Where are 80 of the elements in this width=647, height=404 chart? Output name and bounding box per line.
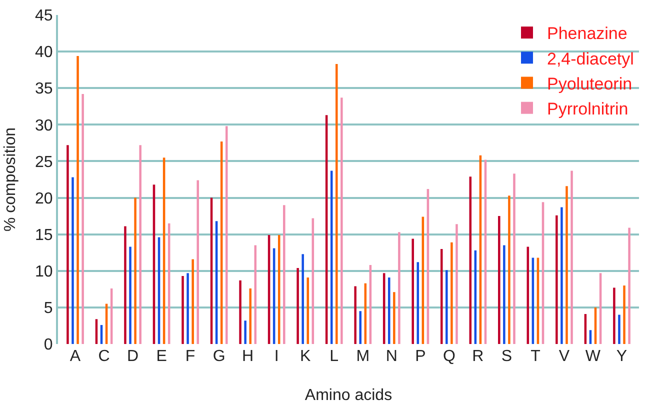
bar: [628, 228, 630, 344]
x-tick-label: K: [300, 348, 312, 365]
x-tick-label: R: [472, 348, 484, 365]
y-tick-label: 25: [35, 154, 53, 171]
bar: [192, 259, 194, 344]
x-tick-label: Y: [616, 348, 628, 365]
bar: [139, 145, 142, 344]
y-tick-label: 45: [35, 8, 53, 25]
y-tick-label: 10: [35, 263, 53, 280]
legend-label: Phenazine: [547, 24, 628, 44]
bar: [306, 277, 310, 344]
bar: [456, 224, 458, 344]
x-tick-label: T: [530, 348, 541, 365]
bar: [225, 126, 228, 344]
bar: [570, 170, 573, 344]
legend-label: Pyrrolnitrin: [547, 99, 628, 118]
x-axis-title: Amino acids: [304, 387, 392, 404]
bar: [296, 268, 299, 344]
x-tick-label: E: [156, 348, 167, 365]
bar: [556, 215, 558, 344]
bar: [66, 145, 69, 344]
bar: [513, 174, 516, 344]
bar: [618, 314, 620, 344]
bar: [124, 226, 126, 344]
x-tick-label: C: [98, 348, 110, 365]
y-axis-title: % composition: [2, 127, 19, 232]
bar: [503, 245, 506, 344]
x-tick-label: G: [212, 348, 226, 365]
legend-label: 2,4-diacetyl: [547, 49, 634, 68]
y-tick-label: 20: [35, 190, 53, 208]
bar: [398, 232, 400, 344]
bar: [196, 180, 199, 344]
bar: [244, 320, 246, 344]
y-tick-label: 40: [35, 44, 53, 62]
bar: [336, 64, 338, 344]
bar: [302, 254, 304, 344]
bar: [283, 205, 286, 344]
x-tick-label: S: [501, 348, 512, 365]
bar: [129, 246, 132, 344]
bar: [76, 56, 79, 344]
x-tick-label: F: [185, 348, 196, 365]
x-tick-label: A: [70, 348, 81, 365]
x-tick-label: Q: [442, 348, 456, 365]
bar: [566, 186, 568, 344]
bar: [388, 277, 390, 344]
x-tick-label: N: [386, 348, 398, 365]
x-tick-label: D: [127, 348, 139, 365]
bar: [440, 248, 443, 344]
bar: [354, 286, 356, 344]
y-tick-label: 15: [35, 226, 53, 244]
y-tick-label: 5: [44, 300, 53, 318]
bar: [186, 273, 189, 344]
x-tick-label: H: [242, 348, 254, 365]
bar: [613, 288, 616, 344]
bar: [623, 286, 626, 344]
y-tick-label: 30: [35, 117, 53, 134]
x-tick-label: M: [356, 348, 370, 365]
x-tick-label: V: [558, 348, 570, 365]
x-tick-label: P: [415, 348, 426, 365]
y-tick-label: 35: [35, 80, 53, 98]
bar: [359, 311, 362, 344]
bar: [249, 288, 252, 344]
bar: [446, 270, 448, 344]
x-tick-label: I: [274, 348, 279, 365]
y-tick-label: 0: [44, 336, 53, 354]
bar: [82, 94, 84, 344]
bar: [508, 196, 510, 344]
bar: [560, 207, 563, 344]
bar: [412, 238, 414, 344]
bar: [340, 98, 343, 344]
bar: [182, 276, 184, 344]
legend-label: Pyoluteorin: [547, 74, 632, 94]
bar: [72, 177, 74, 344]
bar: [450, 242, 453, 344]
bar: [393, 292, 396, 344]
bar: [498, 216, 500, 344]
bar: [239, 280, 242, 344]
x-tick-label: L: [330, 348, 339, 365]
bar: [134, 198, 136, 344]
x-tick-label: W: [585, 348, 602, 365]
